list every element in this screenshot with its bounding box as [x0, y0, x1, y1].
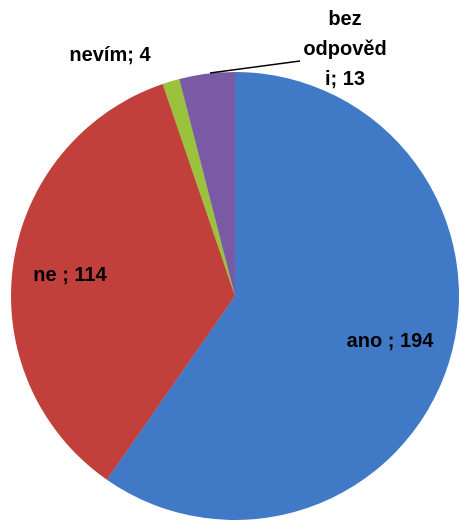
data-label-line: nevím; 4 [69, 44, 151, 66]
data-label: bez odpověd i; 13 [303, 8, 386, 90]
data-label-line: ano ; 194 [347, 330, 435, 352]
data-label-line: ne ; 114 [33, 264, 107, 286]
leader-line [209, 60, 301, 74]
data-label: nevím; 4 [69, 44, 151, 66]
data-label-line: bez [328, 8, 361, 30]
data-label-line: odpověd [303, 38, 386, 60]
pie-slice [162, 79, 235, 296]
data-label: ne ; 114 [33, 264, 107, 286]
pie-slice [106, 72, 459, 520]
pie-slice [179, 72, 235, 296]
data-label: ano ; 194 [347, 330, 435, 352]
data-label-line: i; 13 [325, 68, 365, 90]
pie-slice [11, 83, 236, 480]
